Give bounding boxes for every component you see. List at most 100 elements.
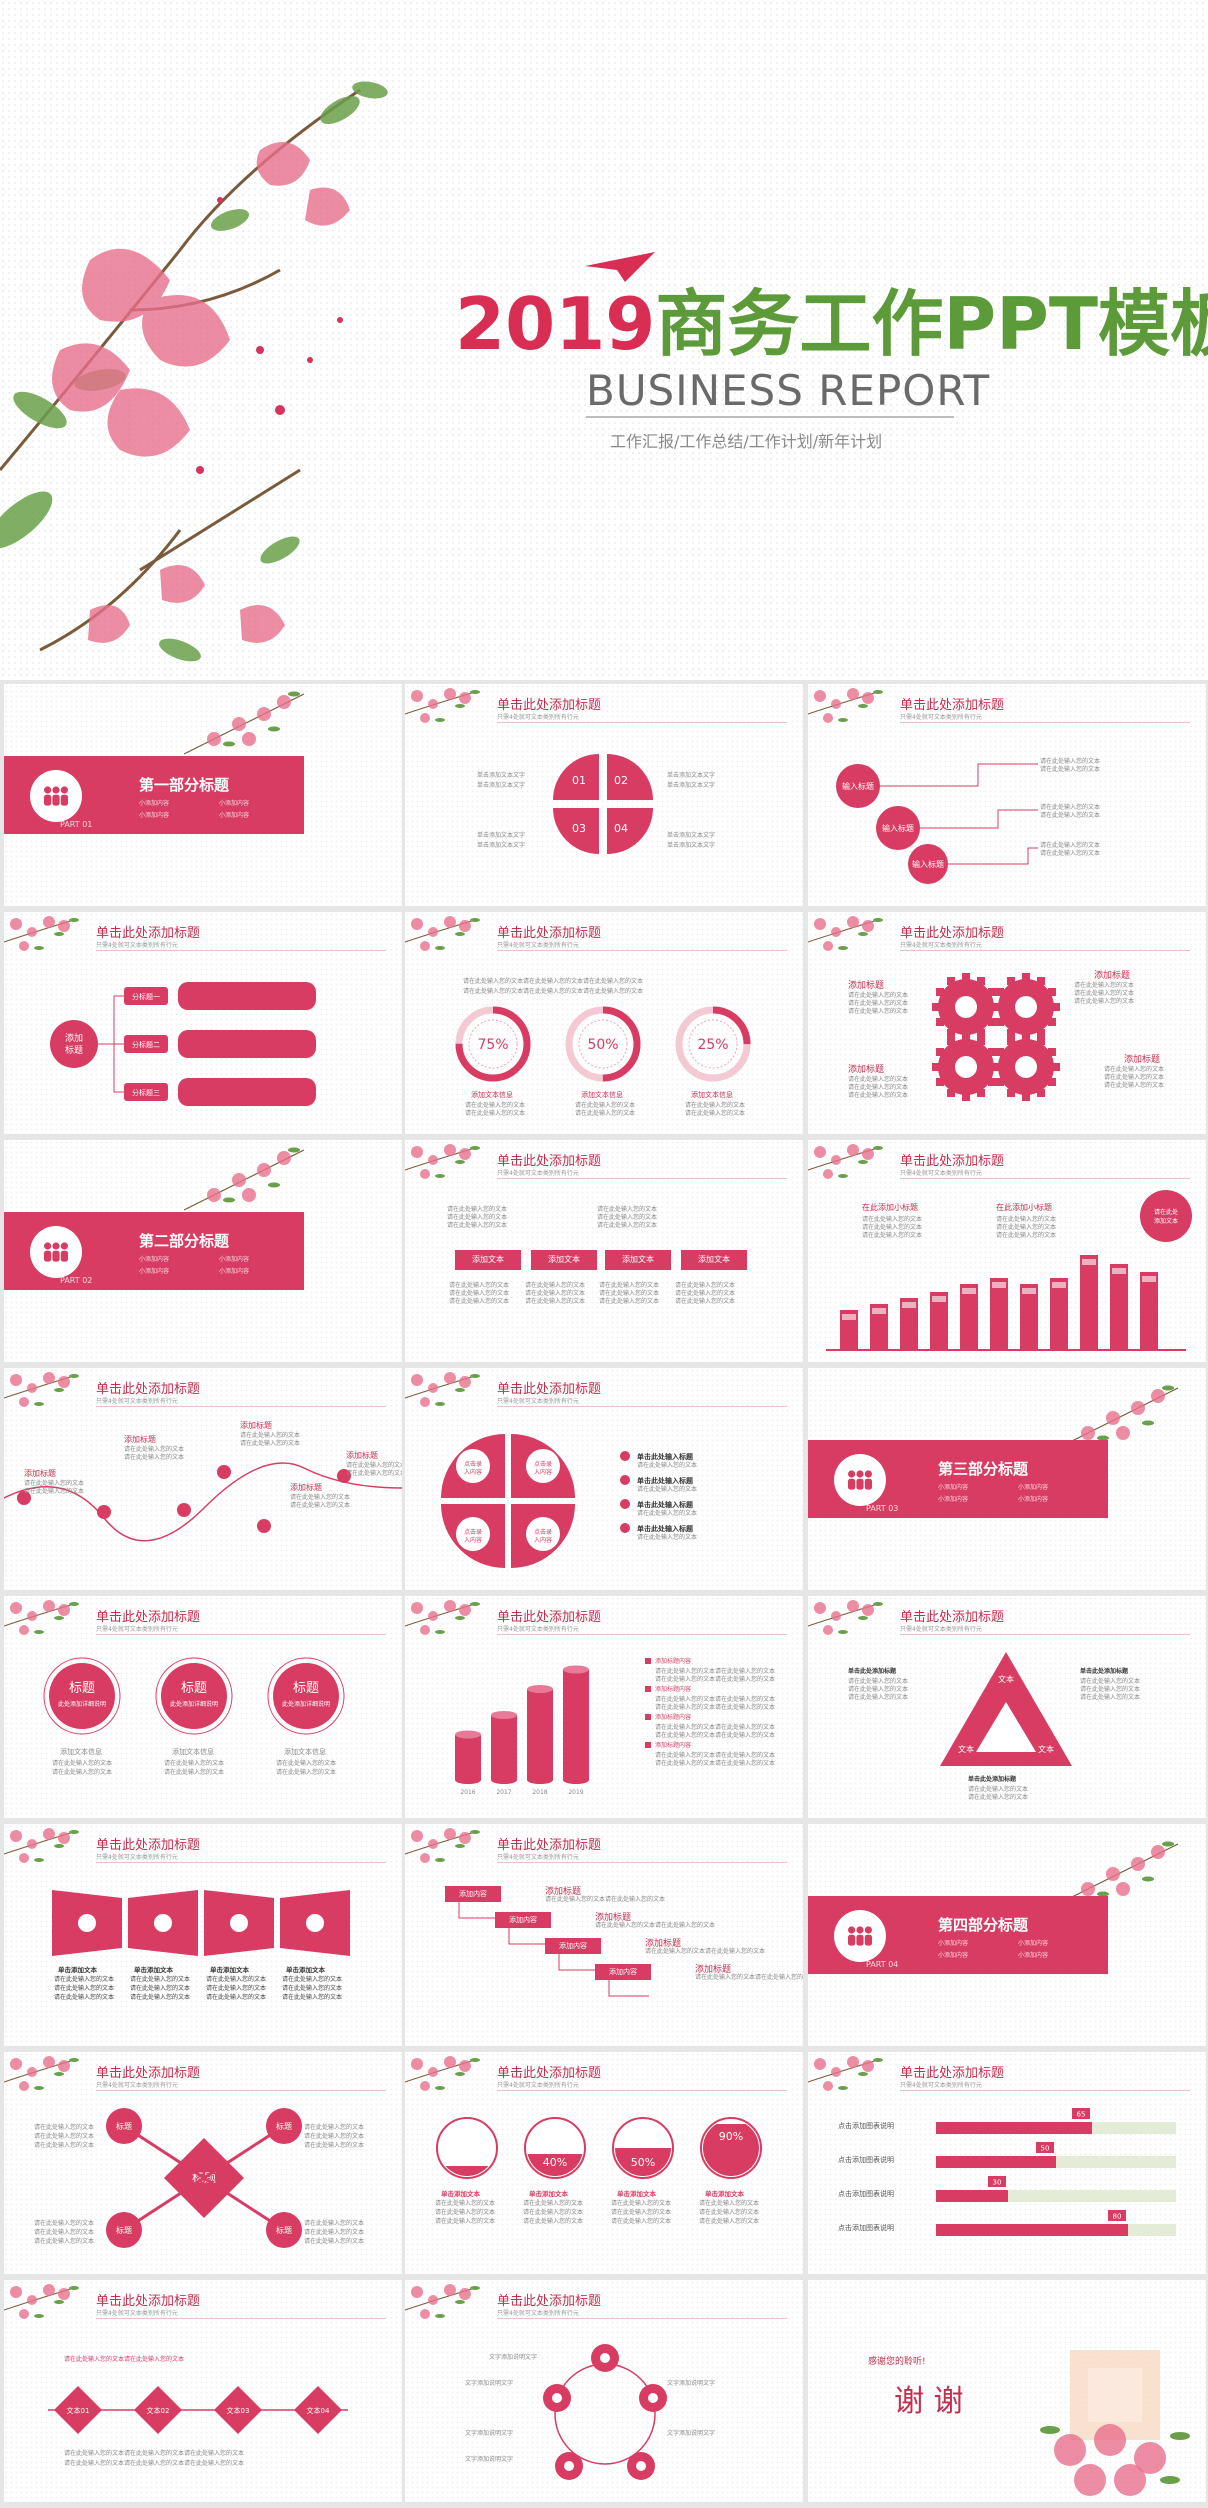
gear-tooth [996, 1078, 1005, 1086]
slide-diamonds[interactable]: 单击此处添加标题 只需4处就可文本类别所有行元 请在此处输入您的文本请在此处输入您的… [4, 2280, 402, 2502]
petal [58, 1604, 70, 1616]
slide-title: 单击此处添加标题 [497, 698, 602, 713]
petal [862, 2060, 874, 2072]
leaf [69, 918, 79, 922]
flower [1134, 2442, 1166, 2474]
slide-cycle[interactable]: 单击此处添加标题 只需4处就可文本类别所有行元 文字添加说明文字 文字添加说明文字 文字… [405, 2280, 803, 2502]
bar-heading: 在此添加小标题 [862, 1203, 918, 1212]
bar-text: 请在此处输入您的文本 [862, 1224, 923, 1231]
section-badge [834, 1454, 886, 1506]
slide-thanks[interactable]: 感谢您的聆听! 谢 谢 [808, 2280, 1206, 2502]
bar-label-chip [872, 1308, 886, 1314]
gear-title: 添加标题 [1094, 971, 1131, 981]
trap-text: 请在此处输入您的文本 [282, 1976, 343, 1983]
leaf [873, 1146, 883, 1150]
cylinder-top [455, 1730, 481, 1739]
cylinder-bar [455, 1734, 481, 1780]
cylinder-base [491, 1776, 517, 1784]
input-label: 输入标题 [842, 781, 874, 791]
petal [58, 1832, 70, 1844]
people-icon-head [52, 1242, 60, 1250]
leaf-bubble [526, 1517, 560, 1551]
cover-divider [586, 416, 954, 418]
trapezoid-card [128, 1890, 198, 1956]
leaf-bubble [526, 1449, 560, 1483]
petal [428, 1839, 438, 1849]
slide-cross[interactable]: 单击此处添加标题只需4处就可文本类别所有行元标题标题标题标题标题请在此处输入您的… [4, 2052, 402, 2274]
slide-subtitle: 只需4处就可文本类别所有行元 [497, 2082, 579, 2089]
slide-leaf[interactable]: 单击此处添加标题 只需4处就可文本类别所有行元 点击录 入内容 点击录 入内容 点击录 入内容… [405, 1368, 803, 1590]
ring-text: 请在此处输入您的文本 [575, 1110, 636, 1117]
slide-three-circles[interactable]: 单击此处添加标题 只需4处就可文本类别所有行元 标题 此处添加详细说明 添加文本信息 请在… [4, 1596, 402, 1818]
gear-tooth [1022, 973, 1030, 981]
leaf [1142, 1420, 1154, 1426]
bar [1050, 1278, 1068, 1350]
body-text: 请在此处输入您的文本请在此处输入您的文本请在此处输入您的文本 [463, 978, 644, 985]
slide-trapezoids[interactable]: 单击此处添加标题 只需4处就可文本类别所有行元 单击添加文本 请在此处输入您的文本 请在… [4, 1824, 402, 2046]
cover-slide[interactable]: 2019商务工作PPT模板 BUSINESS REPORT 工作汇报/工作总结/… [0, 0, 1208, 680]
section-slide[interactable]: 第三部分标题 PART 03 小添加内容 小添加内容 小添加内容 小添加内容 [808, 1368, 1206, 1590]
text-box: 添加文本 [605, 1250, 671, 1270]
bar-label-chip [1082, 1259, 1096, 1265]
slide-hbars[interactable]: 单击此处添加标题 只需4处就可文本类别所有行元 点击添加图表说明 65 点击添加图表说明… [808, 2052, 1206, 2274]
section-title: 第三部分标题 [938, 1460, 1029, 1478]
leaf [34, 2086, 44, 2090]
gear-tooth [996, 1048, 1005, 1056]
corner-floral [405, 1372, 480, 1407]
gear-tooth [1047, 988, 1056, 996]
petal [19, 1397, 29, 1407]
side-title: 单击此处添加标题 [848, 1668, 897, 1675]
slide-fill-circles[interactable]: 单击此处添加标题 只需4处就可文本类别所有行元 20% 单击添加文本 请在此处输入您的文… [405, 2052, 803, 2274]
connector-line [558, 1954, 599, 1971]
slide-petals[interactable]: 单击此处添加标题 只需4处就可文本类别所有行元 01 02 03 04 单击添加文本文字 单击… [405, 684, 803, 906]
corner-floral [808, 688, 883, 723]
fill-circle: 90% [700, 2117, 762, 2179]
slide-cylinders[interactable]: 单击此处添加标题 只需4处就可文本类别所有行元 2016 2017 2018 2019 添加… [405, 1596, 803, 1818]
box-text: 请在此处输入您的文本 [597, 1206, 658, 1213]
slide-title: 单击此处添加标题 [96, 926, 201, 941]
slide-percent[interactable]: 单击此处添加标题 只需4处就可文本类别所有行元 请在此处输入您的文本请在此处输入您的… [405, 912, 803, 1134]
slide-tree[interactable]: 单击此处添加标题 只需4处就可文本类别所有行元 添加 标题 分标题一 分标题二 分标题三 [4, 912, 402, 1134]
fill-text: 请在此处输入您的文本 [523, 2200, 584, 2207]
flower [1114, 2464, 1146, 2496]
slide-triangle[interactable]: 单击此处添加标题 只需4处就可文本类别所有行元 文本 文本 文本 单击此处添加标题 请在此处… [808, 1596, 1206, 1818]
box-text: 请在此处输入您的文本 [599, 1290, 660, 1297]
petal [823, 2081, 833, 2091]
petal [847, 1144, 859, 1156]
section-item: 小添加内容 [1018, 1496, 1049, 1503]
slide-steps[interactable]: 单击此处添加标题 只需4处就可文本类别所有行元 添加内容 添加标题 请在此处输入您的文本… [405, 1824, 803, 2046]
petal-label: 04 [614, 822, 628, 835]
bottom-text: 请在此处输入您的文本 [968, 1794, 1029, 1801]
section-slide[interactable]: 第二部分标题 PART 02 小添加内容 小添加内容 小添加内容 小添加内容 [4, 1140, 402, 1362]
slide-wave[interactable]: 单击此处添加标题 只需4处就可文本类别所有行元 添加标题 请在此处输入您的文本 请在此处… [4, 1368, 402, 1590]
slide-subtitle: 只需4处就可文本类别所有行元 [497, 1170, 579, 1177]
footer-text: 请在此处输入您的文本请在此处输入您的文本请在此处输入您的文本 [64, 2460, 245, 2467]
caption-text: 请在此处输入您的文本 [276, 1769, 337, 1776]
corner-floral [808, 916, 883, 951]
slide-input-title[interactable]: 单击此处添加标题 只需4处就可文本类别所有行元 输入标题 输入标题 输入标题 请在此处输入… [808, 684, 1206, 906]
section-item: 小添加内容 [139, 1256, 170, 1263]
leaf [69, 1830, 79, 1834]
year-label: 2019 [568, 1789, 583, 1796]
input-circle [876, 806, 920, 850]
slide-subtitle: 只需4处就可文本类别所有行元 [497, 714, 579, 721]
slide-bar-chart[interactable]: 单击此处添加标题 只需4处就可文本类别所有行元 在此添加小标题 在此添加小标题 请在此处… [808, 1140, 1206, 1362]
petal [420, 1853, 430, 1863]
leaf [1142, 1876, 1154, 1882]
petal-label: 01 [572, 774, 586, 787]
petal [862, 1604, 874, 1616]
slide-gears[interactable]: 单击此处添加标题 只需4处就可文本类别所有行元 添加标题 请在此处输入您的文本 请在此处… [808, 912, 1206, 1134]
fill-text: 请在此处输入您的文本 [523, 2218, 584, 2225]
bar [960, 1284, 978, 1350]
hbar: 65 [936, 2108, 1176, 2134]
tree-center-label: 添加 [65, 1033, 83, 1044]
leaf-list-text: 请在此处输入您的文本 [637, 1534, 698, 1541]
bar-text: 请在此处输入您的文本 [996, 1224, 1057, 1231]
section-slide[interactable]: 第一部分标题 PART 01 小添加内容 小添加内容 小添加内容 小添加内容 [4, 684, 402, 906]
thumbs-up-icon [230, 1914, 248, 1932]
slide-boxes[interactable]: 单击此处添加标题 只需4处就可文本类别所有行元 请在此处输入您的文本 请在此处输入您的… [405, 1140, 803, 1362]
section-slide[interactable]: 第四部分标题 PART 04 小添加内容 小添加内容 小添加内容 小添加内容 [808, 1824, 1206, 2046]
people-icon-body [856, 1478, 864, 1490]
step-title: 添加标题 [545, 1887, 582, 1897]
